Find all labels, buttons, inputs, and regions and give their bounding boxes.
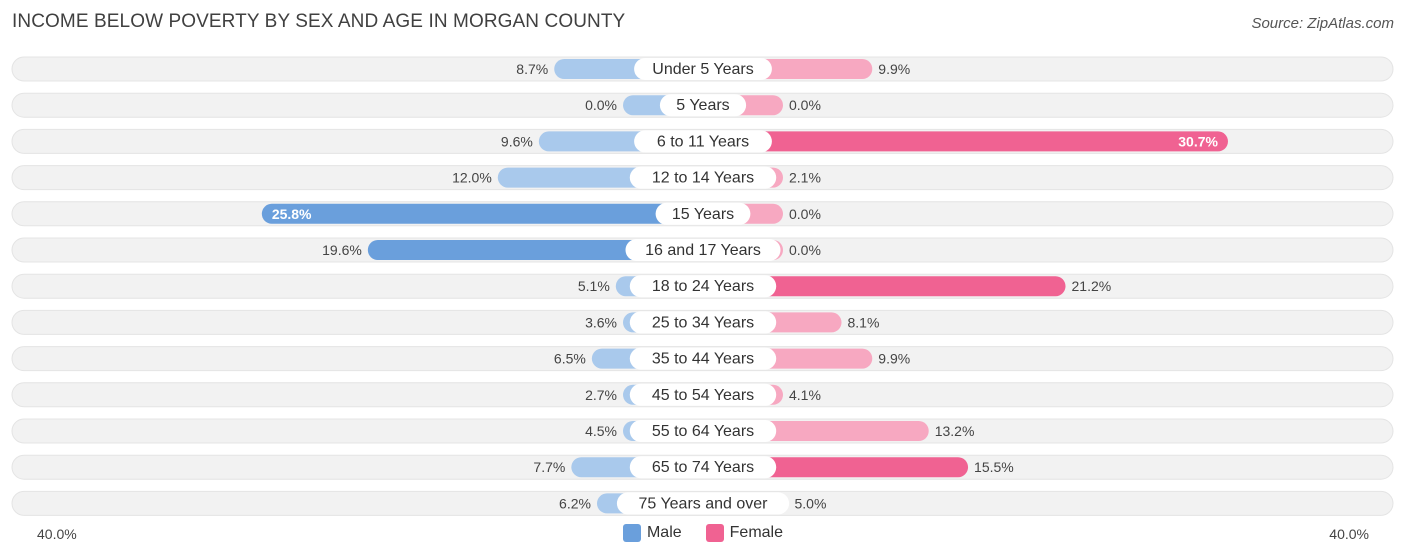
- value-label-female: 9.9%: [878, 61, 910, 77]
- value-label-female: 0.0%: [789, 206, 821, 222]
- value-label-male: 19.6%: [322, 242, 362, 258]
- value-label-male: 0.0%: [585, 97, 617, 113]
- legend-item-male[interactable]: Male: [622, 524, 682, 542]
- chart-row: 65 to 74 Years 7.7% 15.5%: [11, 454, 1394, 480]
- value-label-male: 4.5%: [585, 423, 617, 439]
- axis-left-label: 40.0%: [37, 526, 77, 542]
- category-label-bg: [629, 383, 777, 406]
- value-label-male: 6.2%: [559, 495, 591, 511]
- chart-title: INCOME BELOW POVERTY BY SEX AND AGE IN M…: [12, 11, 626, 32]
- chart-row: 55 to 64 Years 4.5% 13.2%: [11, 418, 1394, 444]
- category-label-bg: [625, 239, 781, 261]
- axis-right-label: 40.0%: [1329, 526, 1369, 542]
- category-label-bg: [634, 130, 772, 153]
- chart-row: Under 5 Years 8.7% 9.9%: [11, 56, 1394, 82]
- category-label: 5 Years: [676, 97, 729, 114]
- category-label: 25 to 34 Years: [652, 314, 754, 331]
- chart-row: 12 to 14 Years 12.0% 2.1%: [11, 165, 1394, 191]
- bar-male[interactable]: [367, 240, 703, 260]
- category-label: 15 Years: [672, 206, 734, 223]
- category-label: 35 to 44 Years: [652, 351, 754, 368]
- chart-row: 18 to 24 Years 5.1% 21.2%: [11, 273, 1394, 299]
- category-label: Under 5 Years: [652, 61, 753, 78]
- value-label-female: 2.1%: [789, 170, 821, 186]
- category-label: 65 to 74 Years: [652, 459, 754, 476]
- chart-row: 5 Years 0.0% 0.0%: [11, 92, 1394, 118]
- category-label: 45 to 54 Years: [652, 387, 754, 404]
- category-label-bg: [655, 202, 751, 225]
- value-label-male: 8.7%: [516, 61, 548, 77]
- value-label-female: 21.2%: [1072, 278, 1112, 294]
- chart-row: 6 to 11 Years 9.6% 30.7%: [11, 128, 1394, 154]
- chart-row: 25 to 34 Years 3.6% 8.1%: [11, 309, 1394, 335]
- chart-row: 15 Years 25.8% 0.0%: [11, 201, 1394, 227]
- legend: Male Female: [0, 524, 1406, 542]
- legend-swatch-female: [705, 524, 724, 542]
- chart-row: 16 and 17 Years 19.6% 0.0%: [11, 237, 1394, 263]
- value-label-male: 25.8%: [272, 206, 312, 222]
- value-label-male: 6.5%: [554, 351, 586, 367]
- category-label-bg: [629, 275, 777, 298]
- source-credit: Source: ZipAtlas.com: [1251, 15, 1394, 32]
- value-label-male: 7.7%: [533, 459, 565, 475]
- value-label-female: 9.9%: [878, 351, 910, 367]
- value-label-female: 13.2%: [935, 423, 975, 439]
- category-label: 6 to 11 Years: [657, 133, 749, 150]
- category-label: 18 to 24 Years: [652, 278, 754, 295]
- value-label-male: 12.0%: [452, 170, 492, 186]
- legend-item-female[interactable]: Female: [705, 524, 784, 542]
- category-label-bg: [616, 492, 790, 515]
- value-label-female: 0.0%: [789, 242, 821, 258]
- value-label-female: 4.1%: [789, 387, 821, 403]
- value-label-male: 5.1%: [578, 278, 610, 294]
- category-label: 75 Years and over: [639, 495, 769, 512]
- bar-female[interactable]: [703, 131, 1228, 152]
- bar-male[interactable]: [261, 203, 703, 224]
- category-label-bg: [629, 311, 777, 334]
- category-label: 16 and 17 Years: [645, 242, 761, 259]
- value-label-male: 9.6%: [501, 133, 533, 149]
- chart-row: 45 to 54 Years 2.7% 4.1%: [11, 382, 1394, 408]
- category-label-bg: [659, 94, 747, 117]
- category-label: 55 to 64 Years: [652, 423, 754, 440]
- category-label-bg: [629, 456, 777, 479]
- legend-swatch-male: [622, 524, 641, 542]
- legend-label-male: Male: [646, 524, 682, 541]
- value-label-female: 15.5%: [974, 459, 1014, 475]
- value-label-female: 30.7%: [1178, 133, 1218, 149]
- category-label-bg: [629, 420, 777, 442]
- category-label-bg: [634, 58, 772, 80]
- chart-row: 75 Years and over 6.2% 5.0%: [11, 490, 1394, 516]
- category-label-bg: [629, 347, 777, 370]
- poverty-chart: Under 5 Years 8.7% 9.9% 5 Years 0.0% 0.0% 6 to…: [11, 56, 1394, 516]
- value-label-male: 2.7%: [585, 387, 617, 403]
- legend-label-female: Female: [729, 524, 784, 541]
- bar-female[interactable]: [703, 276, 1066, 297]
- category-label: 12 to 14 Years: [652, 170, 754, 187]
- chart-row: 35 to 44 Years 6.5% 9.9%: [11, 346, 1394, 372]
- value-label-female: 0.0%: [789, 97, 821, 113]
- value-label-male: 3.6%: [585, 314, 617, 330]
- category-label-bg: [629, 166, 777, 189]
- value-label-female: 5.0%: [795, 495, 827, 511]
- value-label-female: 8.1%: [848, 314, 880, 330]
